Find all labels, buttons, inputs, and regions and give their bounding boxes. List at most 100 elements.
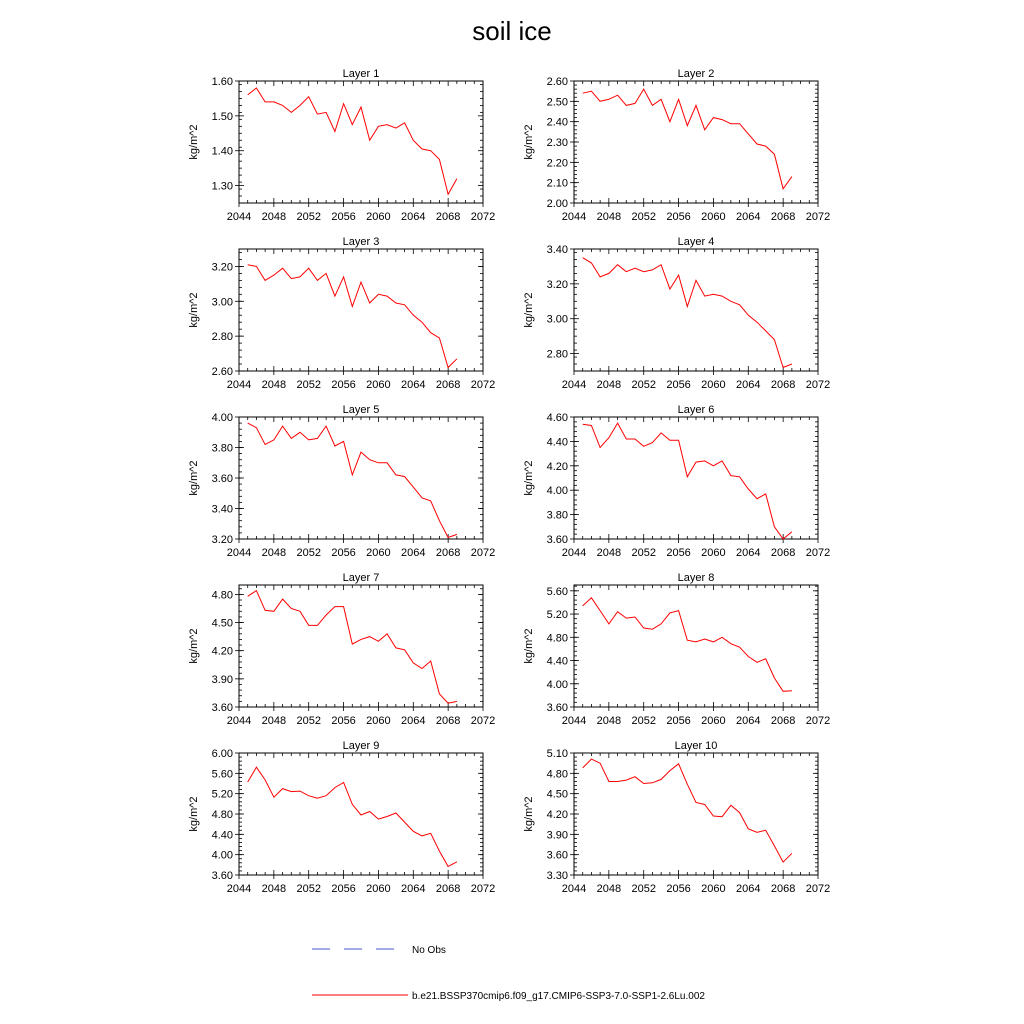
y-tick-label: 5.20 — [212, 789, 233, 801]
x-tick-label: 2072 — [471, 547, 495, 559]
plot-frame — [238, 248, 484, 372]
x-tick-label: 2056 — [331, 883, 355, 895]
y-tick-label: 5.60 — [212, 768, 233, 780]
y-tick-label: 4.00 — [212, 412, 233, 424]
x-tick-label: 2068 — [771, 547, 795, 559]
y-tick-label: 4.40 — [547, 656, 568, 668]
y-tick-label: 2.10 — [547, 178, 568, 190]
y-tick-label: 3.60 — [547, 850, 568, 862]
x-tick-label: 2060 — [366, 379, 390, 391]
x-tick-label: 2056 — [666, 547, 690, 559]
y-tick-label: 3.00 — [212, 296, 233, 308]
y-tick-label: 5.20 — [547, 609, 568, 621]
y-tick-label: 4.50 — [212, 618, 233, 630]
y-tick-label: 2.80 — [547, 349, 568, 361]
x-tick-label: 2072 — [471, 715, 495, 727]
x-tick-label: 2044 — [562, 379, 586, 391]
y-tick-label: 4.60 — [547, 412, 568, 424]
y-axis-label: kg/m^2 — [188, 292, 200, 327]
series-line — [247, 766, 458, 868]
x-tick-label: 2048 — [262, 883, 286, 895]
y-tick-label: 4.80 — [547, 632, 568, 644]
plot-frame — [238, 584, 484, 708]
x-tick-label: 2068 — [436, 547, 460, 559]
x-tick-label: 2064 — [736, 883, 760, 895]
plot-frame — [573, 248, 819, 372]
x-tick-label: 2072 — [471, 883, 495, 895]
x-tick-label: 2056 — [331, 211, 355, 223]
x-tick-label: 2056 — [331, 379, 355, 391]
chart-panel: Layer 5 kg/m^2 2044 2048 2052 2056 2060 2064 206… — [188, 404, 495, 559]
x-tick-label: 2064 — [736, 547, 760, 559]
panels-group: Layer 1 kg/m^2 2044 2048 2052 2056 2060 2064 206… — [188, 68, 830, 895]
x-tick-label: 2056 — [666, 379, 690, 391]
x-tick-label: 2072 — [806, 547, 830, 559]
x-tick-label: 2060 — [701, 379, 725, 391]
y-tick-label: 1.40 — [212, 146, 233, 158]
y-axis-label: kg/m^2 — [188, 460, 200, 495]
y-tick-label: 4.00 — [547, 485, 568, 497]
x-tick-label: 2072 — [806, 715, 830, 727]
x-tick-label: 2044 — [562, 211, 586, 223]
x-tick-label: 2072 — [806, 379, 830, 391]
x-tick-label: 2064 — [401, 883, 425, 895]
x-tick-label: 2072 — [471, 211, 495, 223]
plot-frame — [573, 80, 819, 204]
plot-frame — [238, 80, 484, 204]
x-tick-label: 2056 — [331, 715, 355, 727]
chart-panel: Layer 1 kg/m^2 2044 2048 2052 2056 2060 2064 206… — [188, 68, 495, 223]
chart-panel: Layer 4 kg/m^2 2044 2048 2052 2056 2060 2064 206… — [523, 236, 830, 391]
y-tick-label: 3.60 — [212, 702, 233, 714]
x-tick-label: 2052 — [631, 715, 655, 727]
x-tick-label: 2064 — [401, 715, 425, 727]
y-axis-label: kg/m^2 — [188, 796, 200, 831]
y-tick-label: 3.90 — [547, 829, 568, 841]
legend-label-model-run: b.e21.BSSP370cmip6.f09_g17.CMIP6-SSP3-7.… — [412, 991, 705, 1002]
y-tick-label: 3.30 — [547, 870, 568, 882]
figure-title: soil ice — [472, 16, 552, 46]
x-tick-label: 2060 — [701, 547, 725, 559]
x-tick-label: 2052 — [631, 211, 655, 223]
y-tick-label: 3.20 — [547, 279, 568, 291]
x-tick-label: 2048 — [262, 547, 286, 559]
series-line — [247, 264, 458, 369]
series-line — [582, 597, 792, 692]
x-tick-label: 2048 — [597, 379, 621, 391]
y-tick-label: 3.40 — [547, 244, 568, 256]
y-tick-label: 2.80 — [212, 331, 233, 343]
x-tick-label: 2064 — [736, 211, 760, 223]
y-axis-label: kg/m^2 — [523, 460, 535, 495]
x-tick-label: 2064 — [401, 211, 425, 223]
y-tick-label: 3.80 — [212, 443, 233, 455]
x-tick-label: 2048 — [597, 883, 621, 895]
y-axis-label: kg/m^2 — [188, 124, 200, 159]
x-tick-label: 2068 — [436, 211, 460, 223]
y-tick-label: 3.20 — [212, 534, 233, 546]
chart-panel: Layer 10 kg/m^2 2044 2048 2052 2056 2060 2064 20… — [523, 740, 830, 895]
x-tick-label: 2052 — [631, 883, 655, 895]
y-tick-label: 3.90 — [212, 674, 233, 686]
series-line — [582, 88, 793, 190]
y-tick-label: 2.60 — [547, 76, 568, 88]
y-tick-label: 3.60 — [212, 870, 233, 882]
x-tick-label: 2048 — [262, 715, 286, 727]
x-tick-label: 2052 — [296, 211, 320, 223]
x-tick-label: 2068 — [771, 883, 795, 895]
plot-frame — [238, 416, 484, 540]
chart-panel: Layer 8 kg/m^2 2044 2048 2052 2056 2060 2064 206… — [523, 572, 830, 727]
x-tick-label: 2044 — [227, 547, 251, 559]
x-tick-label: 2052 — [631, 547, 655, 559]
x-tick-label: 2060 — [366, 883, 390, 895]
y-tick-label: 3.00 — [547, 314, 568, 326]
y-tick-label: 4.20 — [547, 461, 568, 473]
x-tick-label: 2044 — [562, 715, 586, 727]
panel-title: Layer 8 — [678, 572, 715, 584]
y-tick-label: 4.80 — [212, 809, 233, 821]
x-tick-label: 2068 — [771, 715, 795, 727]
panel-title: Layer 5 — [343, 404, 380, 416]
y-tick-label: 5.10 — [547, 748, 568, 760]
y-tick-label: 3.60 — [212, 473, 233, 485]
y-tick-label: 4.20 — [547, 809, 568, 821]
plot-frame — [573, 752, 819, 876]
x-tick-label: 2048 — [597, 211, 621, 223]
